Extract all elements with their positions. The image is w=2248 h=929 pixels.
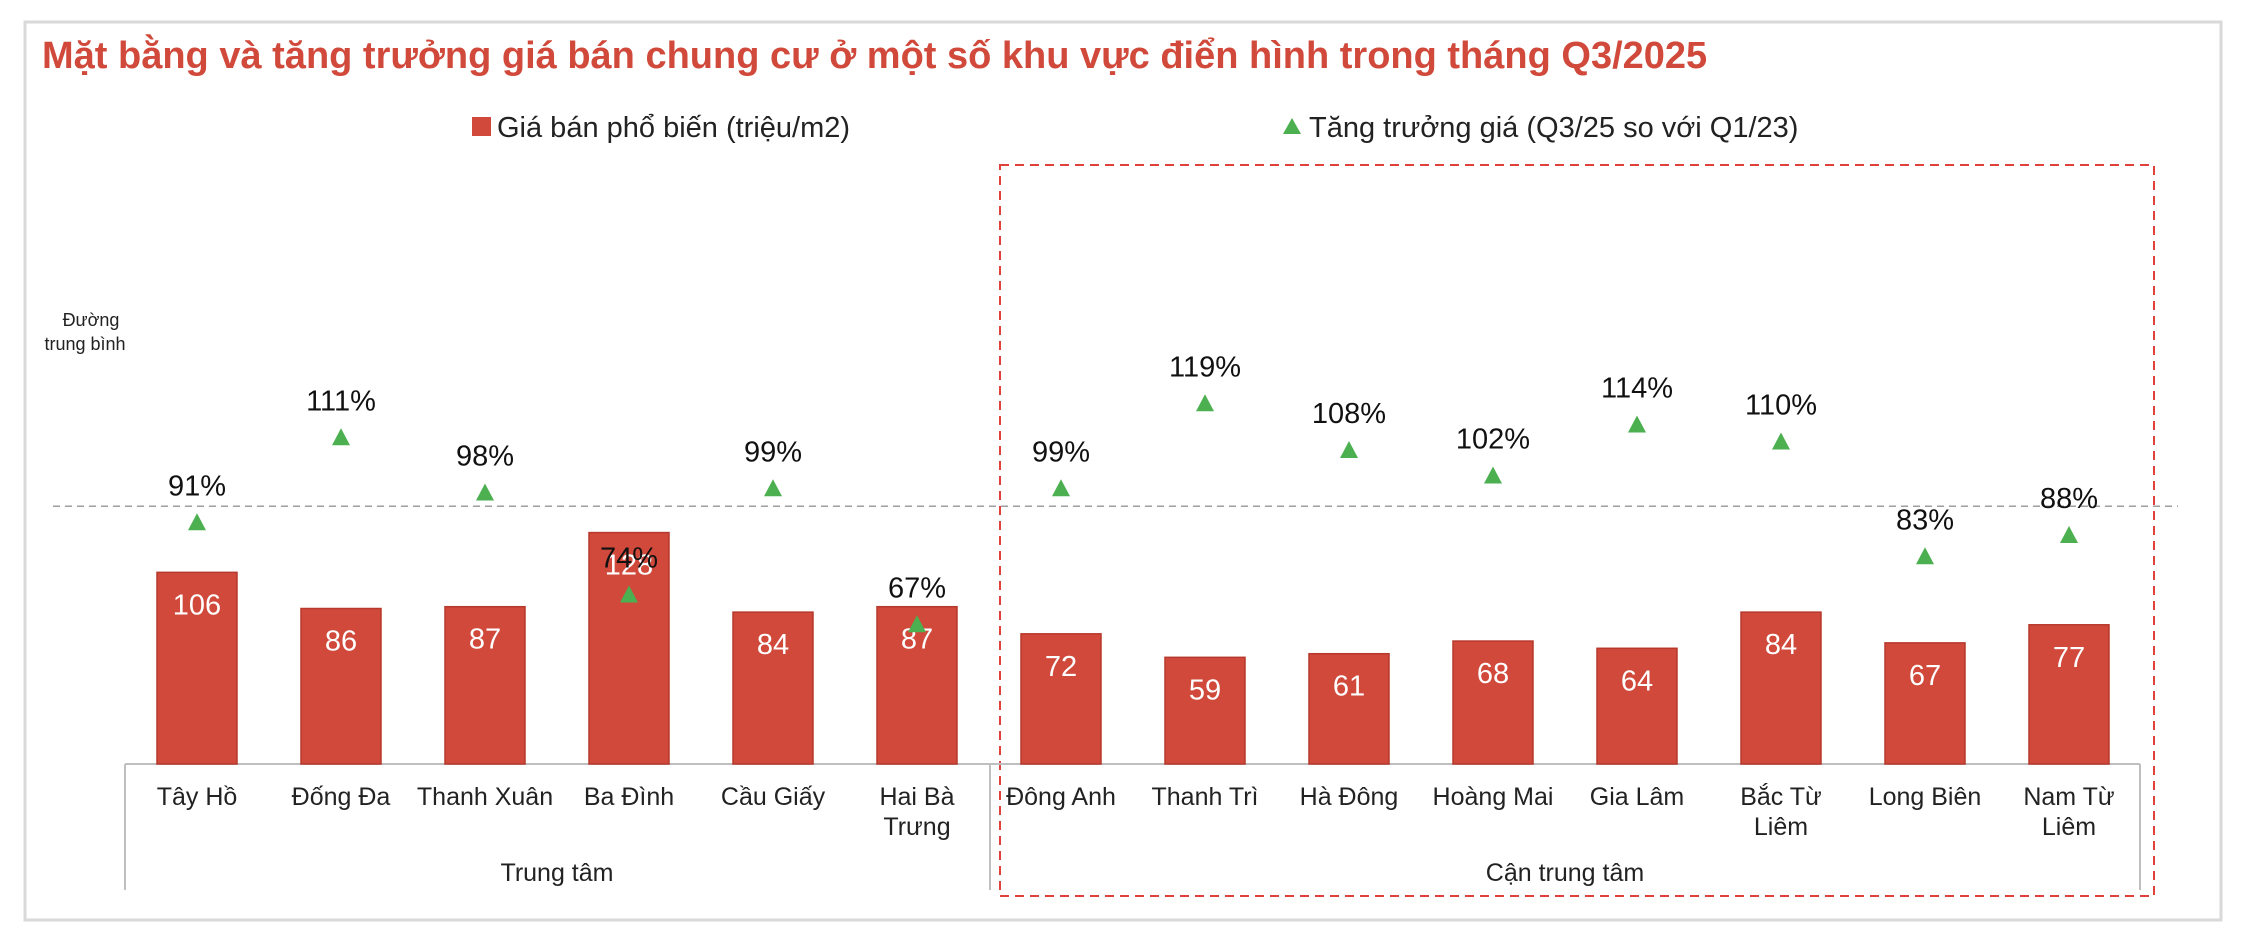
growth-marker	[188, 513, 206, 531]
growth-value-label: 67%	[888, 572, 946, 604]
category-labels: Tây Hồ Đống Đa Thanh Xuân Ba Đình Cầu Giấy Ha…	[157, 782, 2115, 841]
bar-value-label: 59	[1189, 674, 1221, 706]
bar	[1596, 647, 1678, 765]
legend-bar-label: Giá bán phổ biến (triệu/m2)	[497, 112, 850, 144]
bar-value-label: 68	[1477, 658, 1509, 690]
bar-value-label: 64	[1621, 665, 1653, 697]
growth-value-label: 83%	[1896, 504, 1954, 536]
bar-value-label: 67	[1909, 660, 1941, 692]
category-label: Ba Đình	[584, 783, 674, 811]
growth-value-label: 119%	[1169, 351, 1241, 383]
bar	[444, 605, 526, 765]
growth-marker	[476, 483, 494, 501]
category-label: Gia Lâm	[1590, 783, 1684, 811]
bar-value-label: 72	[1045, 651, 1077, 683]
growth-value-label: 99%	[744, 436, 802, 468]
growth-series: 91% 111% 98% 74% 99% 67% 99% 119% 108% 102% 114% 11…	[168, 351, 2098, 633]
category-label: Bắc Từ	[1740, 782, 1822, 811]
category-label: Liêm	[1754, 813, 1808, 841]
growth-value-label: 98%	[456, 441, 514, 473]
bar-value-label: 87	[469, 624, 501, 656]
growth-marker	[1052, 479, 1070, 497]
bar	[1740, 611, 1822, 765]
bar	[588, 531, 670, 765]
growth-value-label: 91%	[168, 470, 226, 502]
growth-value-label: 102%	[1456, 424, 1530, 456]
growth-value-label: 114%	[1601, 373, 1673, 405]
legend: Giá bán phổ biến (triệu/m2) Tăng trưởng …	[472, 112, 1798, 144]
growth-marker	[908, 615, 926, 633]
growth-value-label: 99%	[1032, 436, 1090, 468]
category-label: Thanh Trì	[1152, 783, 1259, 811]
growth-marker	[1916, 547, 1934, 565]
bar-value-label: 84	[757, 629, 789, 661]
average-line-label: Đường	[63, 310, 120, 330]
bar	[1164, 656, 1246, 765]
category-label: Đông Anh	[1006, 783, 1116, 811]
category-label: Hà Đông	[1300, 783, 1399, 811]
group-labels: Trung tâm Cận trung tâm	[500, 859, 1644, 887]
growth-marker	[1196, 394, 1214, 412]
category-label: Thanh Xuân	[417, 783, 553, 811]
growth-marker	[1484, 466, 1502, 484]
category-label: Long Biên	[1869, 783, 1982, 811]
category-label: Nam Từ	[2023, 783, 2114, 811]
growth-value-label: 88%	[2040, 483, 2098, 515]
growth-marker	[2060, 526, 2078, 543]
group-label: Cận trung tâm	[1486, 859, 1644, 887]
bar-value-label: 61	[1333, 671, 1365, 703]
category-label: Cầu Giấy	[721, 783, 826, 811]
growth-value-label: 74%	[600, 543, 658, 575]
bar	[732, 611, 814, 765]
bar	[1308, 652, 1390, 765]
category-label: Tây Hồ	[157, 783, 238, 811]
growth-value-label: 108%	[1312, 398, 1386, 430]
bar	[2028, 624, 2110, 765]
bar-value-label: 84	[1765, 629, 1797, 661]
category-label: Đống Đa	[292, 783, 391, 811]
chart-frame	[23, 20, 2223, 922]
group-label: Trung tâm	[500, 859, 613, 887]
growth-marker	[1628, 415, 1646, 433]
growth-marker	[332, 428, 350, 446]
bar-value-label: 77	[2053, 642, 2085, 674]
bar-value-label: 128	[605, 550, 653, 582]
bar	[156, 571, 238, 765]
near-center-highlight-box	[999, 164, 2155, 897]
bar	[1452, 640, 1534, 765]
bar-value-label: 86	[325, 626, 357, 658]
bar	[1020, 633, 1102, 765]
legend-bar-swatch	[472, 117, 491, 136]
legend-marker-label: Tăng trưởng giá (Q3/25 so với Q1/23)	[1309, 112, 1798, 144]
growth-marker	[620, 585, 638, 603]
category-label: Hai Bà	[879, 783, 954, 811]
category-label: Liêm	[2042, 813, 2096, 841]
bar	[1884, 642, 1966, 765]
category-label: Trưng	[883, 813, 950, 841]
growth-value-label: 111%	[306, 385, 376, 417]
bar	[300, 607, 382, 765]
growth-marker	[764, 479, 782, 497]
category-label: Hoàng Mai	[1433, 783, 1554, 811]
growth-marker	[1340, 441, 1358, 458]
growth-value-label: 110%	[1745, 390, 1817, 422]
average-line-label-2: trung bình	[44, 334, 125, 354]
legend-marker-swatch	[1283, 118, 1301, 134]
bar	[876, 605, 958, 765]
growth-marker	[1772, 432, 1790, 450]
chart-title: Mặt bằng và tăng trưởng giá bán chung cư…	[42, 33, 1707, 77]
bar-value-label: 106	[173, 589, 221, 621]
